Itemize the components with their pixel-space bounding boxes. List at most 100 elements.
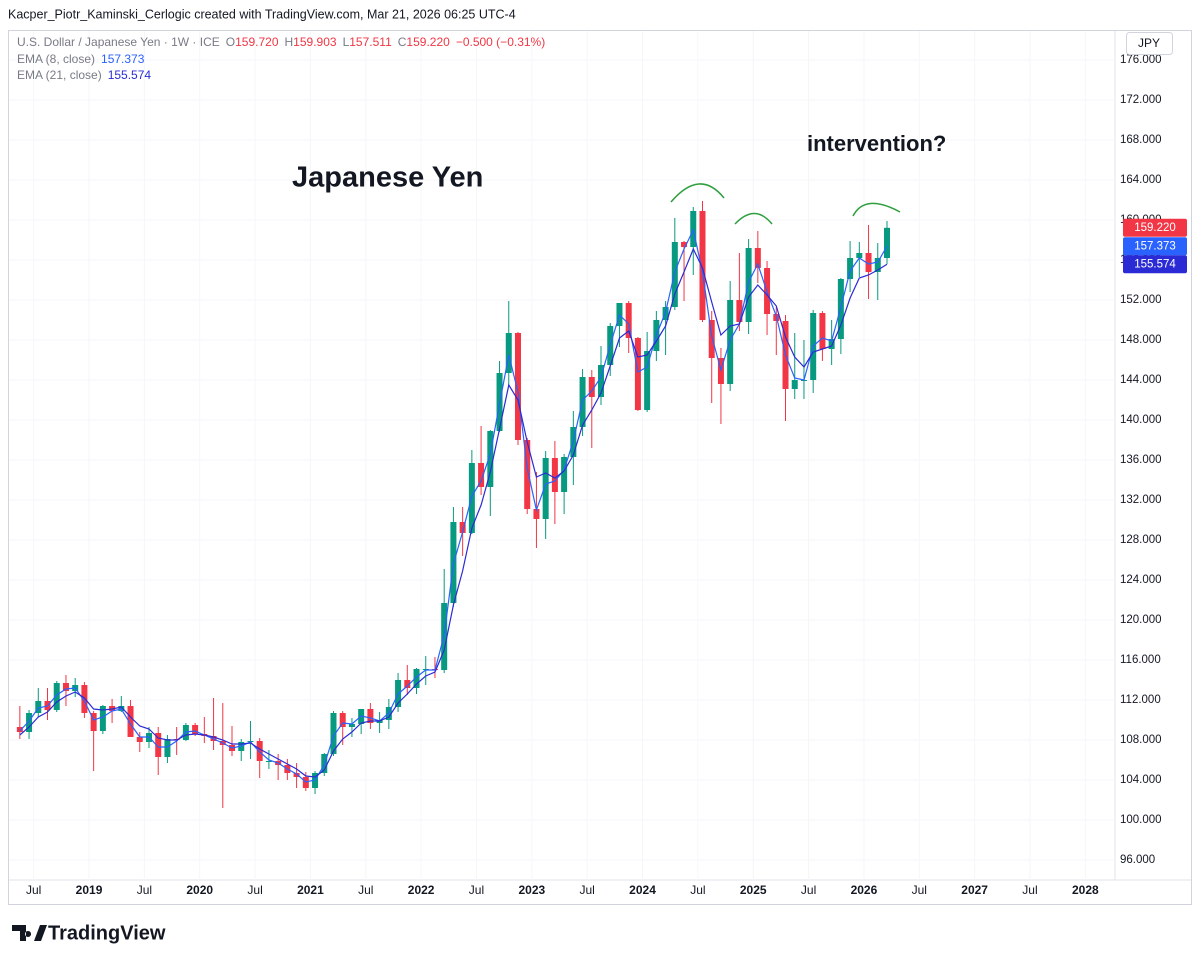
candle-body <box>681 242 688 247</box>
candle-body <box>699 211 706 320</box>
candle-body <box>514 333 521 440</box>
ohlc-value: 159.903 <box>293 35 337 49</box>
x-tick-label: Jul <box>26 883 41 897</box>
candle-body <box>136 737 143 742</box>
legend-entry: EMA (21, close) 155.574 <box>17 68 151 82</box>
change: −0.500 (−0.31%) <box>456 35 545 49</box>
ohlc-label: C <box>398 35 407 49</box>
legend-value: 155.574 <box>108 68 152 82</box>
x-tick-label: 2025 <box>740 883 767 897</box>
candle-body <box>745 248 752 322</box>
legend-title-line: U.S. Dollar / Japanese Yen · 1W · ICE O15… <box>17 35 545 49</box>
candle-body <box>348 724 355 727</box>
candle-body <box>708 320 715 358</box>
legend-name: EMA (8, close) <box>17 52 95 66</box>
candle-body <box>874 258 881 272</box>
x-tick-label: Jul <box>137 883 152 897</box>
x-tick-label: Jul <box>580 883 595 897</box>
candle-body <box>625 303 632 338</box>
ohlc-label: H <box>285 35 294 49</box>
x-tick-label: Jul <box>469 883 484 897</box>
price-tag <box>1123 237 1187 256</box>
x-tick-label: Jul <box>1022 883 1037 897</box>
y-tick-label: 152.000 <box>1120 294 1162 306</box>
candle-body <box>551 458 558 492</box>
candle-body <box>856 253 863 258</box>
candle-body <box>256 741 263 761</box>
annotation-arc <box>670 183 725 203</box>
y-tick-label: 100.000 <box>1120 814 1162 826</box>
x-tick-label: 2026 <box>851 883 878 897</box>
x-tick-label: Jul <box>690 883 705 897</box>
y-tick-label: 172.000 <box>1120 94 1162 106</box>
candle-body <box>62 683 69 691</box>
x-tick-label: Jul <box>247 883 262 897</box>
legend-name: EMA (21, close) <box>17 68 102 82</box>
y-tick-label: 168.000 <box>1120 134 1162 146</box>
candle-body <box>404 680 411 688</box>
legend-entry: EMA (8, close) 157.373 <box>17 52 145 66</box>
ohlc-value: 159.220 <box>406 35 450 49</box>
y-tick-label: 96.000 <box>1120 854 1155 866</box>
y-tick-label: 136.000 <box>1120 454 1162 466</box>
candle-body <box>127 706 134 737</box>
price-tag-label: 157.373 <box>1134 240 1176 252</box>
x-tick-label: Jul <box>358 883 373 897</box>
x-tick-label: 2028 <box>1072 883 1099 897</box>
x-tick-label: 2021 <box>297 883 324 897</box>
x-tick-label: 2023 <box>518 883 545 897</box>
y-tick-label: 108.000 <box>1120 734 1162 746</box>
candle-body <box>459 522 466 533</box>
ohlc-label: L <box>343 35 350 49</box>
candle-body <box>478 463 485 487</box>
brand-logo <box>12 925 47 941</box>
y-tick-label: 164.000 <box>1120 174 1162 186</box>
y-tick-label: 132.000 <box>1120 494 1162 506</box>
candle-body <box>847 258 854 279</box>
candle-body <box>644 351 651 410</box>
y-tick-label: 112.000 <box>1120 694 1161 706</box>
y-tick-label: 116.000 <box>1120 654 1161 666</box>
candle-body <box>164 739 171 757</box>
candle-body <box>524 440 531 509</box>
header-text: Kacper_Piotr_Kaminski_Cerlogic created w… <box>8 7 516 21</box>
candle-body <box>367 709 374 723</box>
y-tick-label: 144.000 <box>1120 374 1162 386</box>
y-tick-label: 176.000 <box>1120 54 1162 66</box>
annotation: Japanese Yen <box>292 162 483 194</box>
symbol-title: U.S. Dollar / Japanese Yen · 1W · ICE <box>17 35 220 49</box>
candle-body <box>293 773 300 777</box>
annotation-arc <box>734 212 773 225</box>
legend-value: 157.373 <box>101 52 145 66</box>
axes: 96.000 100.000 104.000 108.000 112.000 116.00… <box>26 54 1187 897</box>
candle-body <box>533 509 540 519</box>
candle-body <box>330 713 337 754</box>
plot <box>16 201 890 808</box>
x-tick-label: Jul <box>801 883 816 897</box>
ema-line <box>19 228 888 783</box>
candle-body <box>155 733 162 757</box>
candle-body <box>487 431 494 487</box>
candle-body <box>192 725 199 734</box>
candle-body <box>883 227 890 258</box>
candle-body <box>81 685 88 713</box>
annotation-arc <box>852 202 901 217</box>
x-tick-label: 2020 <box>186 883 213 897</box>
x-tick-label: 2024 <box>629 883 656 897</box>
price-tag <box>1123 255 1187 274</box>
candle-body <box>754 248 761 268</box>
candle-body <box>53 683 60 710</box>
annotation: intervention? <box>807 131 946 156</box>
currency-label[interactable]: JPY <box>1138 36 1160 50</box>
candle-body <box>598 365 605 397</box>
candle-body <box>791 380 798 389</box>
x-tick-label: 2019 <box>76 883 103 897</box>
candle-body <box>339 713 346 727</box>
candle-body <box>505 333 512 373</box>
currency-button[interactable] <box>1126 32 1173 55</box>
y-tick-label: 124.000 <box>1120 574 1162 586</box>
y-tick-label: 140.000 <box>1120 414 1162 426</box>
